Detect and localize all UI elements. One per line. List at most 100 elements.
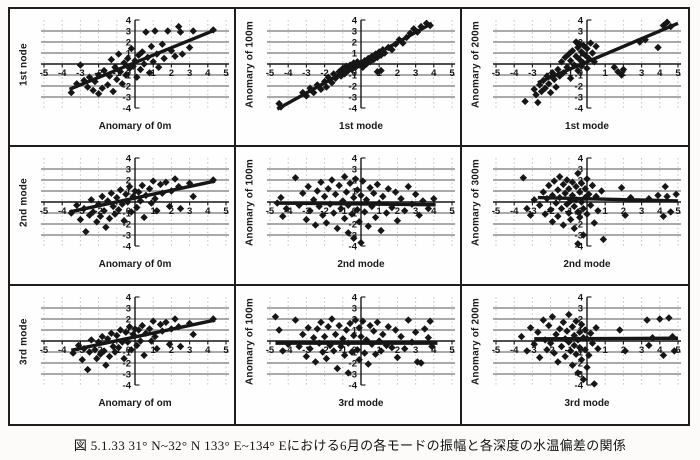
- x-tick-label: -5: [266, 345, 275, 356]
- scatter-point: [397, 332, 405, 340]
- scatter-point: [665, 313, 673, 322]
- y-tick-label: 4: [126, 154, 132, 165]
- scatter-point: [82, 228, 90, 236]
- scatter-point: [295, 342, 303, 350]
- trend-line: [69, 179, 216, 214]
- x-tick-label: -5: [492, 206, 501, 217]
- scatter-point: [643, 316, 651, 324]
- scatter-point: [393, 217, 402, 225]
- scatter-point: [304, 183, 312, 191]
- y-tick-label: -3: [575, 92, 583, 103]
- x-tick-label: -3: [302, 345, 310, 356]
- scatter-point: [322, 219, 331, 227]
- scatter-point: [377, 66, 385, 75]
- y-tick-label: -2: [123, 358, 131, 369]
- scatter-point: [353, 345, 362, 354]
- scatter-point: [176, 28, 185, 36]
- scatter-point: [76, 216, 85, 224]
- x-tick-label: -3: [76, 68, 84, 79]
- scatter-point: [113, 194, 121, 202]
- scatter-point: [333, 225, 342, 233]
- scatter-point: [388, 343, 396, 351]
- x-tick-label: -5: [40, 206, 49, 217]
- scatter-point: [366, 184, 374, 192]
- scatter-point: [568, 47, 577, 55]
- y-tick-label: 3: [352, 165, 357, 176]
- x-tick-label: 4: [657, 68, 663, 79]
- scatter-point: [552, 83, 560, 91]
- y-tick-label: -2: [123, 220, 131, 231]
- x-tick-label: 2: [395, 206, 400, 217]
- y-tick-label: 4: [578, 15, 584, 26]
- scatter-point: [357, 332, 365, 340]
- scatter-point: [299, 330, 307, 338]
- scatter-point: [127, 208, 136, 216]
- x-tick-label: 4: [431, 345, 437, 356]
- scatter-point: [335, 182, 343, 190]
- scatter-point: [140, 60, 148, 68]
- scatter-point: [400, 344, 409, 353]
- scatter-point: [113, 75, 121, 84]
- scatter-point: [541, 84, 549, 92]
- scatter-point: [118, 338, 126, 346]
- scatter-point: [579, 205, 588, 213]
- x-tick-label: -1: [565, 68, 574, 79]
- scatter-point: [96, 350, 105, 358]
- scatter-point: [331, 190, 340, 199]
- scatter-point: [566, 57, 575, 65]
- scatter-point: [539, 316, 548, 324]
- scatter-point: [546, 88, 555, 97]
- x-tick-label: 0: [126, 68, 131, 79]
- x-tick-label: -4: [510, 345, 519, 356]
- y-tick-label: -4: [575, 380, 584, 391]
- scatter-point: [277, 194, 285, 202]
- y-tick-label: 1: [126, 187, 132, 198]
- x-tick-label: 4: [205, 68, 211, 79]
- scatter-point: [331, 330, 340, 338]
- scatter-point: [282, 205, 291, 213]
- scatter-point: [645, 341, 653, 349]
- x-axis-label: 2nd mode: [337, 259, 385, 271]
- x-tick-label: 5: [223, 68, 229, 79]
- scatter-point: [397, 195, 405, 203]
- scatter-point: [162, 178, 170, 187]
- scatter-point: [373, 53, 382, 62]
- scatter-point: [279, 346, 287, 355]
- scatter-point: [138, 48, 146, 56]
- scatter-point: [355, 218, 363, 226]
- trend-line: [276, 21, 433, 111]
- y-tick-label: -3: [123, 369, 131, 380]
- y-tick-label: 3: [578, 26, 583, 37]
- scatter-point: [76, 61, 85, 69]
- scatter-point: [136, 65, 145, 74]
- scatter-point: [357, 192, 365, 200]
- scatter-point: [411, 190, 420, 199]
- scatter-point: [616, 325, 624, 334]
- scatter-point: [337, 205, 345, 213]
- scatter-point: [348, 210, 356, 219]
- x-tick-label: 0: [126, 345, 131, 356]
- x-tick-label: 2: [169, 206, 174, 217]
- y-tick-label: 1: [352, 187, 358, 198]
- scatter-point: [113, 331, 121, 339]
- scatter-point: [149, 58, 157, 66]
- scatter-point: [149, 177, 157, 186]
- scatter-point: [83, 83, 92, 91]
- scatter-point: [85, 347, 94, 356]
- scatter-point: [667, 208, 675, 216]
- scatter-point: [419, 197, 427, 205]
- scatter-point: [185, 43, 194, 52]
- x-tick-label: -3: [528, 68, 536, 79]
- scatter-point: [415, 211, 423, 220]
- scatter-point: [67, 88, 75, 97]
- scatter-point: [599, 236, 608, 244]
- scatter-point: [404, 316, 413, 324]
- scatter-point: [279, 212, 287, 221]
- y-tick-label: 4: [578, 154, 584, 165]
- x-tick-label: 1: [603, 345, 609, 356]
- scatter-point: [550, 75, 558, 84]
- scatter-point: [120, 354, 128, 362]
- scatter-point: [570, 341, 578, 349]
